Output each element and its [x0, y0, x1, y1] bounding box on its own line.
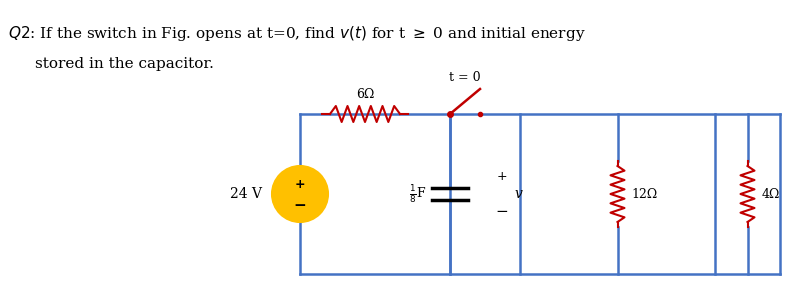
- Text: $\frac{1}{8}$F: $\frac{1}{8}$F: [410, 183, 426, 205]
- Text: $\it{Q2}$: If the switch in Fig. opens at t=0, find $\it{v(t)}$ for t $\geq$ 0 a: $\it{Q2}$: If the switch in Fig. opens a…: [8, 24, 586, 43]
- Text: 12Ω: 12Ω: [631, 187, 658, 201]
- Text: stored in the capacitor.: stored in the capacitor.: [35, 57, 214, 71]
- Text: −: −: [294, 198, 306, 213]
- Circle shape: [272, 166, 328, 222]
- Text: 24 V: 24 V: [230, 187, 262, 201]
- Text: 4Ω: 4Ω: [762, 187, 780, 201]
- Text: 6Ω: 6Ω: [356, 88, 374, 101]
- Text: −: −: [496, 205, 508, 219]
- Text: t = 0: t = 0: [449, 71, 481, 84]
- Text: v: v: [514, 187, 522, 201]
- Text: +: +: [294, 179, 306, 191]
- Text: +: +: [497, 170, 507, 182]
